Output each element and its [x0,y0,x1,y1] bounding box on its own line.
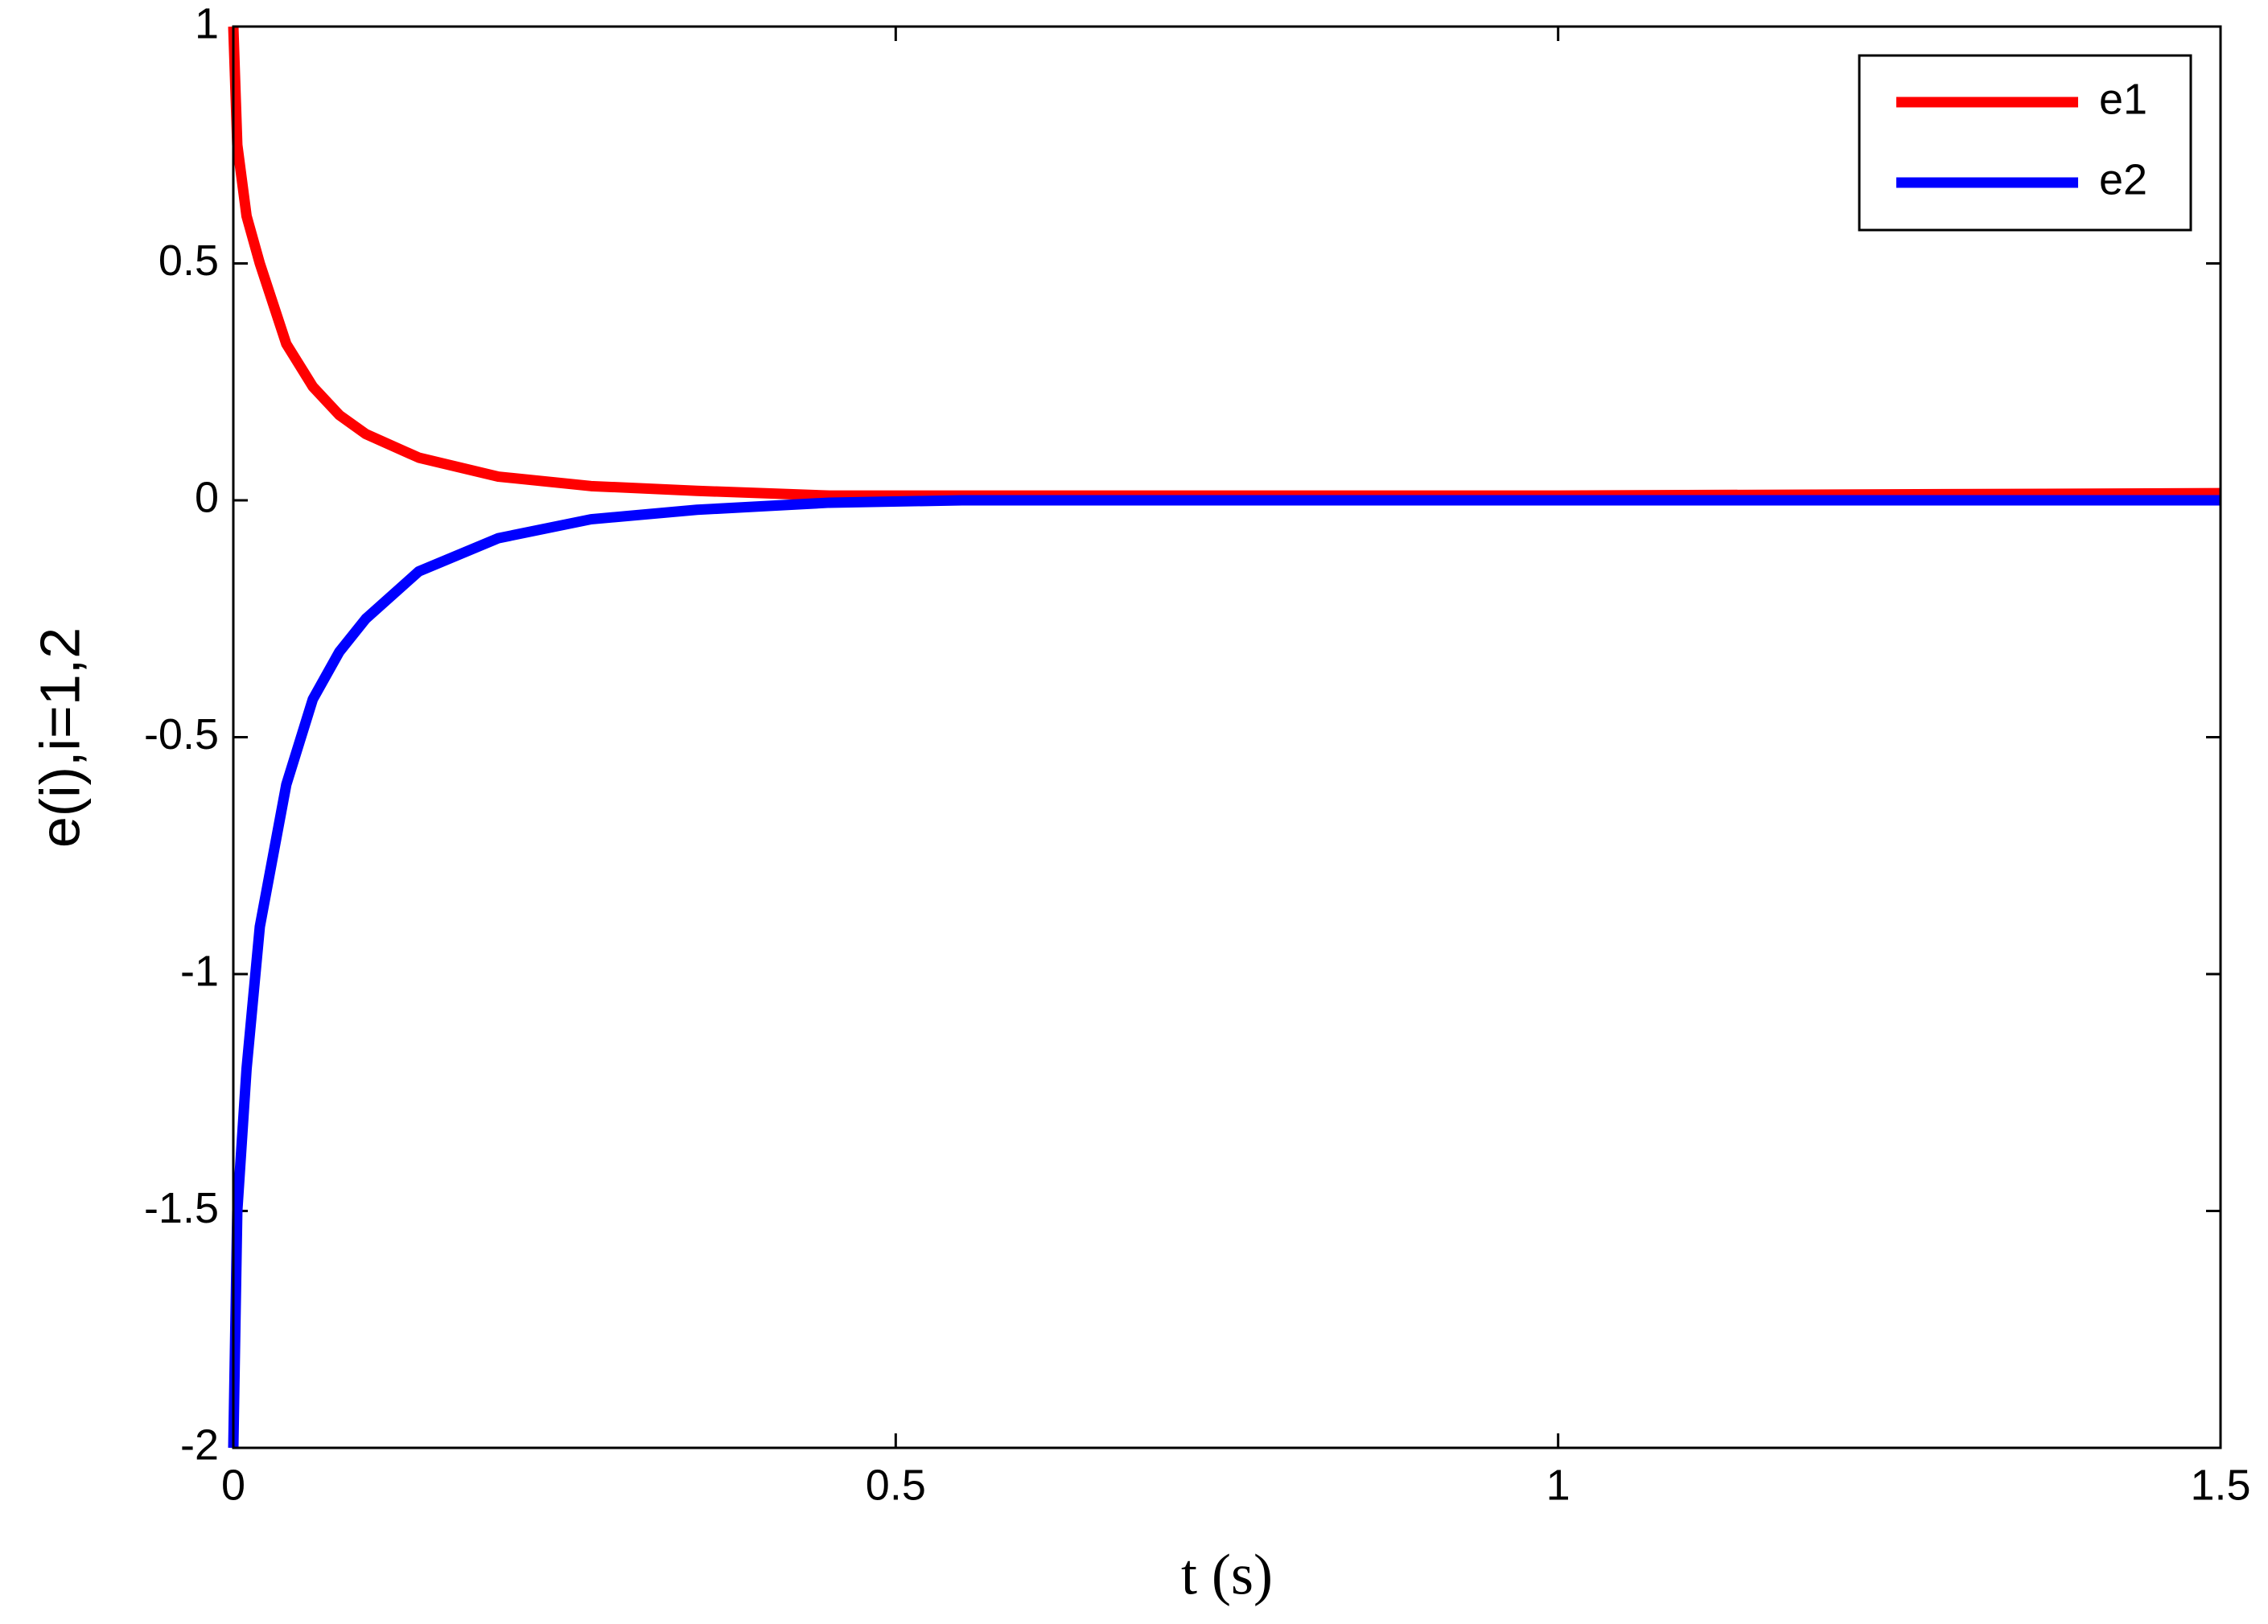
series-line [228,26,2221,501]
y-axis-label: e(i),i=1,2 [28,627,91,848]
x-tick-label: 0.5 [866,1461,926,1509]
x-tick-label: 1 [1546,1461,1570,1509]
x-tick-label: 1.5 [2190,1461,2250,1509]
y-tick-label: 0 [195,473,219,521]
y-tick-label: -1 [180,947,219,995]
plot-frame [232,25,2222,1449]
series-line [228,495,2221,1449]
legend-box [1858,54,2192,232]
legend-label: e2 [2099,155,2147,204]
y-tick-label: -1.5 [144,1184,219,1232]
x-tick-label: 0 [221,1461,245,1509]
x-axis-label: t (s) [1181,1543,1273,1607]
y-tick-label: 0.5 [158,236,219,285]
y-tick-label: -2 [180,1420,219,1469]
legend-label: e1 [2099,75,2147,123]
y-tick-label: -0.5 [144,710,219,759]
y-tick-label: 1 [195,0,219,47]
